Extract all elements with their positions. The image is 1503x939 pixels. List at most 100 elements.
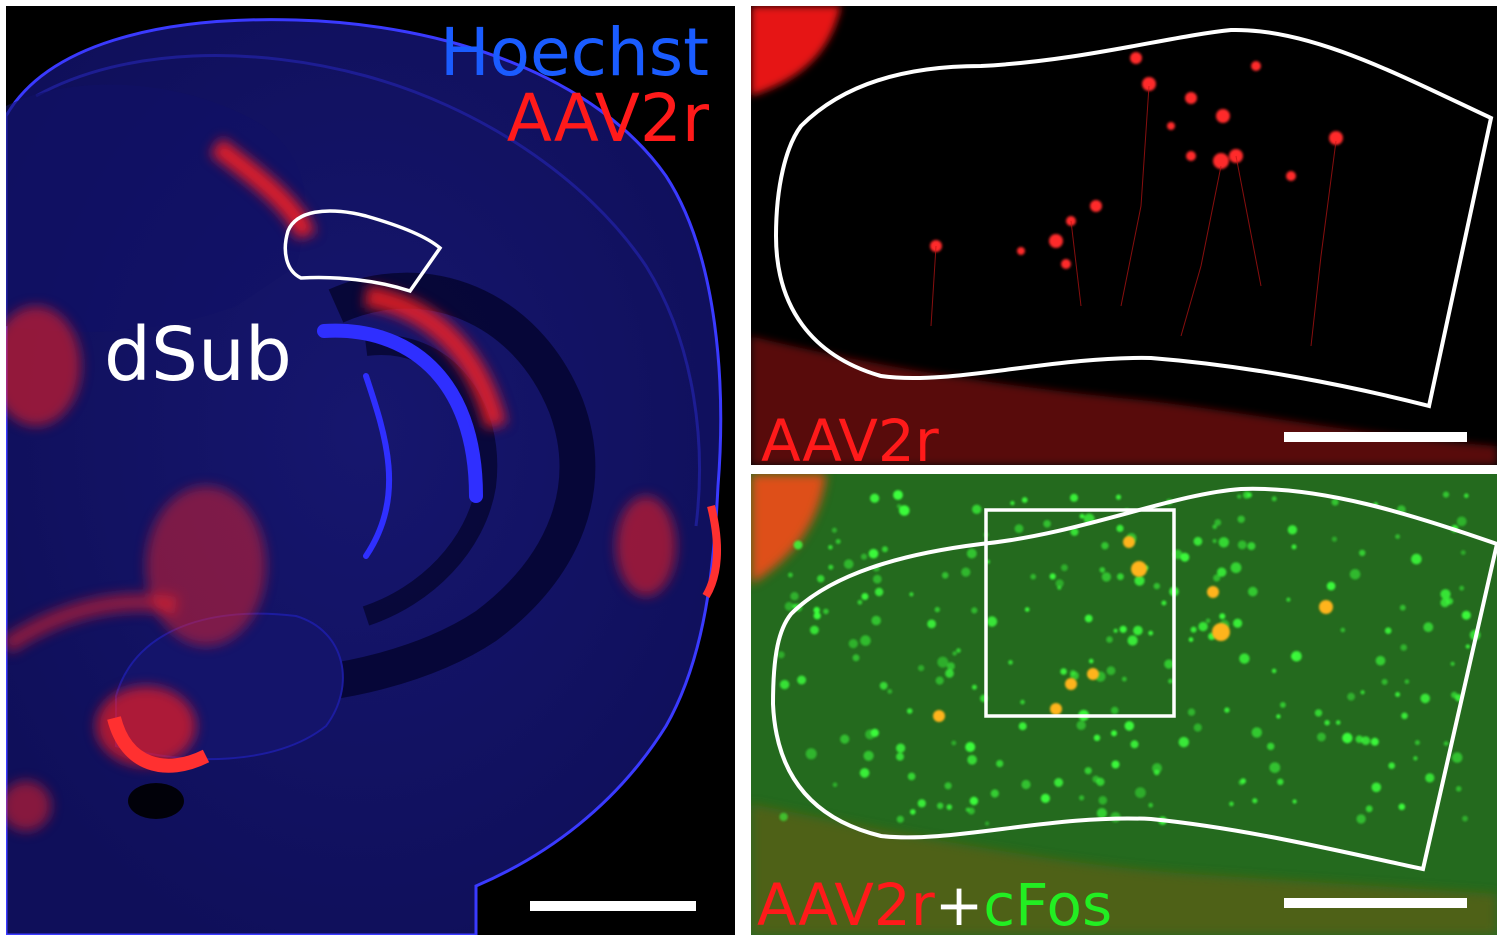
cfos-nucleus (790, 592, 799, 601)
cfos-nucleus (857, 599, 863, 605)
cfos-nucleus (899, 505, 910, 516)
cfos-nucleus (1314, 709, 1323, 717)
cfos-nucleus (934, 606, 940, 613)
cfos-nucleus (1238, 779, 1245, 786)
cfos-nucleus (1010, 500, 1015, 506)
cfos-nucleus (1375, 655, 1386, 666)
hoechst-label: Hoechst (440, 14, 709, 91)
cfos-nucleus (813, 606, 820, 614)
cfos-nucleus (828, 545, 833, 550)
cfos-nucleus (1049, 573, 1056, 580)
cfos-nucleus (1229, 801, 1234, 807)
cfos-nucleus (917, 799, 926, 808)
cfos-nucleus (1388, 762, 1395, 769)
cfos-nucleus (1115, 494, 1122, 500)
cfos-nucleus (1413, 756, 1418, 761)
cfos-nucleus (1030, 573, 1036, 580)
cfos-nucleus (881, 546, 888, 553)
cfos-nucleus (1361, 736, 1371, 745)
colocalized-neurons (933, 536, 1333, 722)
cfos-nucleus (944, 782, 952, 790)
overview-panel: Hoechst AAV2r dSub (6, 6, 735, 935)
cfos-nucleus (1069, 669, 1076, 676)
cfos-nucleus (777, 651, 785, 659)
cfos-nucleus (1317, 732, 1326, 742)
cfos-nucleus (1008, 660, 1013, 665)
cfos-nucleus (1461, 610, 1471, 620)
cfos-nucleus (784, 601, 794, 611)
merge-zoom-image (751, 474, 1497, 935)
cfos-nucleus (1024, 607, 1030, 612)
cfos-nucleus (1335, 720, 1341, 725)
cfos-nucleus (1401, 712, 1408, 720)
cfos-nucleus (1110, 706, 1119, 715)
cfos-nucleus (1440, 589, 1451, 600)
cfos-nucleus (870, 493, 880, 503)
cfos-nucleus (946, 804, 953, 810)
cfos-nucleus (1425, 773, 1435, 783)
scale-bar (1284, 898, 1467, 908)
cfos-nucleus (1054, 778, 1064, 787)
cfos-nucleus (1340, 627, 1346, 633)
aav2r-label: AAV2r (757, 871, 935, 935)
cfos-nucleus (1098, 796, 1108, 805)
cfos-nucleus (1251, 727, 1262, 738)
cfos-nucleus (828, 564, 834, 570)
cfos-nucleus (1370, 737, 1379, 746)
cfos-nucleus (1219, 613, 1226, 620)
cfos-nucleus (1459, 585, 1465, 591)
cfos-nucleus (1116, 524, 1124, 532)
cfos-nucleus (1356, 814, 1366, 824)
cfos-nucleus (1127, 635, 1138, 646)
cfos-nucleus (1217, 567, 1227, 577)
cfos-nucleus (805, 748, 817, 760)
cfos-nucleus (945, 669, 954, 678)
cfos-nucleus (1230, 562, 1242, 574)
cfos-nucleus (967, 807, 975, 815)
cfos-nucleus (971, 607, 978, 614)
cfos-nucleus (1093, 734, 1101, 741)
cfos-nucleus (941, 572, 949, 579)
cfos-nucleus (1233, 618, 1243, 628)
cfos-nucleus (1124, 721, 1135, 731)
cfos-nucleus (1395, 692, 1401, 697)
cfos-nucleus (1347, 692, 1355, 701)
cfos-nucleus (813, 612, 821, 620)
cfos-nucleus (896, 504, 902, 509)
cfos-nucleus (1018, 722, 1027, 731)
cfos-nucleus (1088, 658, 1094, 664)
cfos-nucleus (1043, 520, 1051, 528)
cfos-nucleus (1106, 636, 1113, 643)
cfos-nucleus (907, 772, 916, 781)
cfos-nucleus (1331, 498, 1339, 506)
cfos-nucleus (823, 608, 829, 615)
cfos-nucleus (852, 654, 860, 662)
cfos-nucleus (835, 539, 841, 544)
cfos-nucleus (1121, 676, 1127, 682)
cfos-nucleus (860, 635, 871, 646)
cfos-nucleus (1213, 574, 1221, 582)
cfos-nucleus (1237, 515, 1245, 523)
cfos-nucleus (1014, 524, 1024, 533)
cfos-nucleus (1404, 679, 1410, 684)
cfos-nucleus (986, 616, 998, 627)
cfos-nucleus (961, 567, 971, 577)
cfos-nucleus (985, 821, 990, 826)
cfos-nucleus (1168, 678, 1173, 684)
brain-section-image (6, 18, 723, 935)
cfos-nuclei (777, 490, 1481, 826)
cfos-nucleus (1135, 787, 1146, 798)
cfos-nucleus (1076, 720, 1086, 730)
cfos-nucleus (1218, 537, 1229, 548)
cfos-nucleus (1460, 550, 1466, 555)
cfos-nucleus (1349, 569, 1361, 580)
cfos-nucleus (1101, 572, 1112, 582)
cfos-nucleus (1111, 760, 1120, 769)
cfos-nucleus (1331, 536, 1337, 542)
cfos-nucleus (965, 742, 976, 752)
cfos-nucleus (1190, 626, 1197, 633)
cfos-nucleus (1423, 622, 1434, 633)
cfos-nucleus (906, 708, 913, 714)
cfos-nucleus (1267, 742, 1275, 751)
aav2r-zoom-image (751, 6, 1497, 465)
